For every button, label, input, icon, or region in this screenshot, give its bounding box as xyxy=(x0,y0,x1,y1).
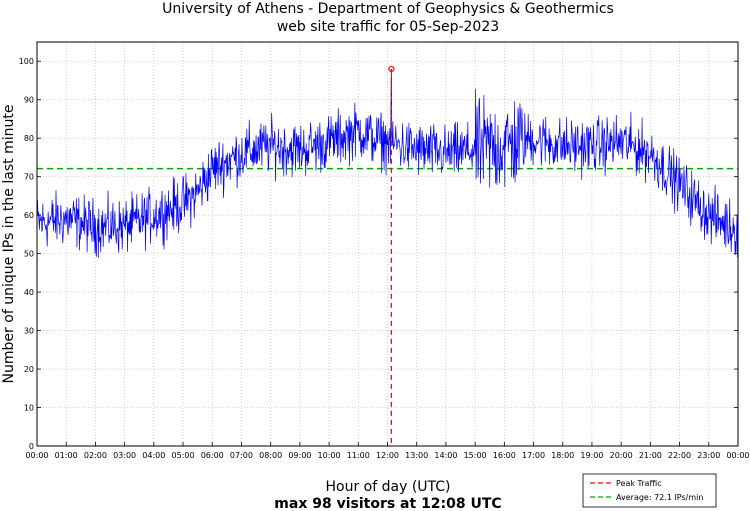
x-tick-label: 00:00 xyxy=(726,451,749,460)
x-tick-label: 01:00 xyxy=(55,451,78,460)
x-tick-label: 00:00 xyxy=(25,451,48,460)
x-tick-label: 19:00 xyxy=(580,451,603,460)
chart-title-line-2: web site traffic for 05-Sep-2023 xyxy=(277,19,499,35)
x-tick-label: 06:00 xyxy=(201,451,224,460)
y-tick-label: 40 xyxy=(24,288,34,297)
y-tick-label: 20 xyxy=(24,365,34,374)
peak-summary: max 98 visitors at 12:08 UTC xyxy=(274,496,501,511)
x-tick-label: 12:00 xyxy=(376,451,399,460)
y-axis-label: Number of unique IPs in the last minute xyxy=(1,105,17,384)
legend-box xyxy=(582,473,717,508)
traffic-series-line xyxy=(36,68,739,258)
y-tick-label: 10 xyxy=(24,404,34,413)
y-tick-label: 80 xyxy=(24,134,34,143)
x-tick-label: 22:00 xyxy=(668,451,691,460)
x-tick-label: 11:00 xyxy=(347,451,370,460)
x-tick-label: 07:00 xyxy=(230,451,253,460)
x-axis-label: Hour of day (UTC) xyxy=(326,479,451,495)
x-tick-label: 05:00 xyxy=(172,451,195,460)
y-tick-label: 90 xyxy=(24,96,34,105)
x-tick-label: 18:00 xyxy=(551,451,574,460)
legend-peak-label: Peak Traffic xyxy=(616,479,662,488)
x-tick-label: 14:00 xyxy=(434,451,457,460)
y-tick-label: 30 xyxy=(24,327,34,336)
plot-area: 0 10 20 30 40 50 60 70 80 90 100 00:00 01:00 02:00 03… xyxy=(19,41,750,460)
grid-lines xyxy=(37,42,738,446)
y-axis-ticks: 0 10 20 30 40 50 60 70 80 90 100 xyxy=(19,57,738,451)
y-tick-label: 60 xyxy=(24,211,34,220)
x-tick-label: 20:00 xyxy=(610,451,633,460)
y-tick-label: 70 xyxy=(24,173,34,182)
chart-title-line-1: University of Athens - Department of Geo… xyxy=(162,1,614,17)
legend-average-label: Average: 72.1 IPs/min xyxy=(616,493,703,502)
x-tick-label: 16:00 xyxy=(493,451,516,460)
x-tick-label: 09:00 xyxy=(288,451,311,460)
x-tick-label: 10:00 xyxy=(318,451,341,460)
x-tick-label: 15:00 xyxy=(464,451,487,460)
x-tick-label: 21:00 xyxy=(639,451,662,460)
x-tick-label: 03:00 xyxy=(113,451,136,460)
y-tick-label: 100 xyxy=(19,57,34,66)
x-tick-label: 02:00 xyxy=(84,451,107,460)
legend: Peak Traffic Average: 72.1 IPs/min xyxy=(582,473,717,508)
x-tick-label: 23:00 xyxy=(697,451,720,460)
x-axis-ticks: 00:00 01:00 02:00 03:00 04:00 05:00 06:00 07:00… xyxy=(25,442,750,460)
x-tick-label: 04:00 xyxy=(142,451,165,460)
y-tick-label: 50 xyxy=(24,250,34,259)
x-tick-label: 08:00 xyxy=(259,451,282,460)
x-tick-label: 17:00 xyxy=(522,451,545,460)
y-tick-label: 0 xyxy=(29,442,34,451)
peak-marker xyxy=(388,65,395,73)
x-tick-label: 13:00 xyxy=(405,451,428,460)
